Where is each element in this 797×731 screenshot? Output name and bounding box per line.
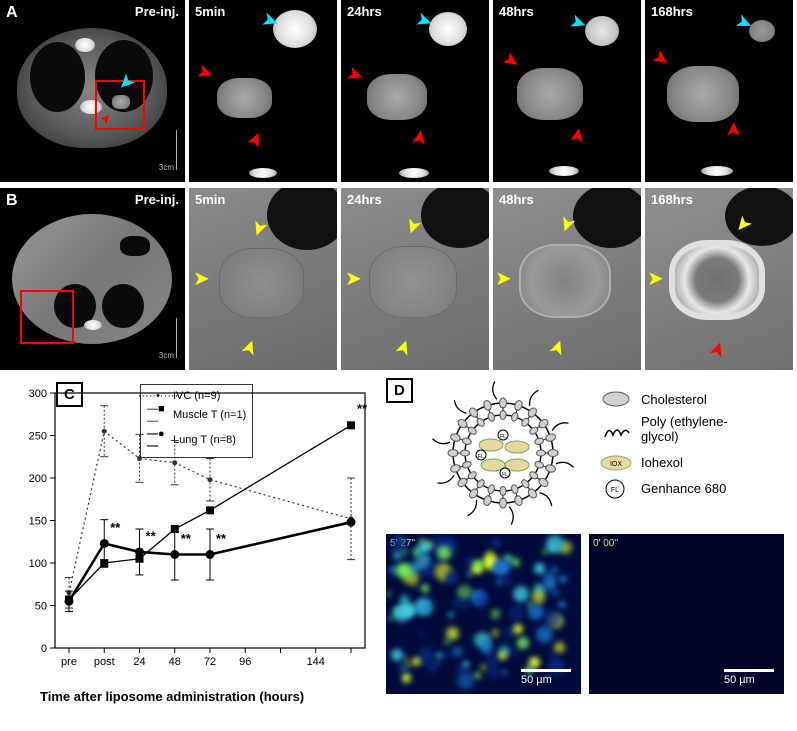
arrow-red-icon: ➤ <box>343 60 367 89</box>
panel-b-168h: 168hrs ➤ ➤ ➤ <box>645 188 793 370</box>
panel-b-48h: 48hrs ➤ ➤ ➤ <box>493 188 641 370</box>
panel-d-letter: D <box>386 378 413 403</box>
scale-f: 50 µm <box>724 669 774 686</box>
svg-text:144: 144 <box>307 656 325 668</box>
svg-text:48: 48 <box>169 656 181 668</box>
arrow-yellow-icon: ➤ <box>647 266 664 291</box>
svg-text:FL: FL <box>478 454 484 460</box>
right-column: D FL FL FL <box>386 378 791 708</box>
time-a-3: 168hrs <box>651 4 693 19</box>
svg-text:50: 50 <box>35 601 47 613</box>
time-a-2: 48hrs <box>499 4 534 19</box>
panel-b-pre: B Pre-inj. 3cm <box>0 188 185 370</box>
svg-text:250: 250 <box>29 431 47 443</box>
arrow-red-icon: ➤ <box>647 43 675 73</box>
time-b-3: 168hrs <box>651 192 693 207</box>
arrow-red-icon: ➤ <box>241 127 271 153</box>
panel-b-5min: 5min ➤ ➤ ➤ <box>189 188 337 370</box>
time-a-1: 24hrs <box>347 4 382 19</box>
svg-text:24: 24 <box>133 656 145 668</box>
svg-text:IOX: IOX <box>610 461 622 468</box>
svg-text:**: ** <box>146 528 157 543</box>
scale-e: 50 µm <box>521 669 571 686</box>
svg-text:72: 72 <box>204 656 216 668</box>
svg-text:post: post <box>94 656 115 668</box>
fluor-f-time: 0' 00'' <box>593 538 618 549</box>
row-b: B Pre-inj. 3cm 5min ➤ ➤ ➤ 24hrs ➤ ➤ ➤ 48… <box>0 188 797 370</box>
arrow-red-icon: ➤ <box>721 121 746 138</box>
liposome-svg: FL FL FL <box>416 378 591 528</box>
roi-box-b <box>20 290 74 344</box>
svg-text:FL: FL <box>500 434 506 440</box>
panel-a-5min: 5min ➤ ➤ ➤ <box>189 0 337 182</box>
svg-text:FL: FL <box>611 487 619 494</box>
scale-a: 3cm <box>159 130 177 172</box>
panel-a-24h: 24hrs ➤ ➤ ➤ <box>341 0 489 182</box>
svg-text:150: 150 <box>29 516 47 528</box>
panel-b-24h: 24hrs ➤ ➤ ➤ <box>341 188 489 370</box>
svg-text:0: 0 <box>41 643 47 655</box>
arrow-yellow-icon: ➤ <box>193 266 210 291</box>
chart-c: C ·····•·····IVC (n=9) —■—Muscle T (n=1)… <box>0 378 380 708</box>
svg-text:pre: pre <box>61 656 77 668</box>
bottom-section: C ·····•·····IVC (n=9) —■—Muscle T (n=1)… <box>0 378 797 708</box>
svg-text:**: ** <box>181 531 192 546</box>
svg-text:96: 96 <box>239 656 251 668</box>
legend-iohexol: Iohexol <box>641 455 683 470</box>
panel-a-48h: 48hrs ➤ ➤ ➤ <box>493 0 641 182</box>
arrow-red-icon: ➤ <box>497 45 525 75</box>
svg-text:**: ** <box>110 520 121 535</box>
legend-genhance: Genhance 680 <box>641 481 726 496</box>
svg-text:200: 200 <box>29 473 47 485</box>
svg-text:**: ** <box>216 531 227 546</box>
panel-f: F 0' 00'' 50 µm <box>589 534 784 694</box>
legend-cholesterol: Cholesterol <box>641 392 707 407</box>
xlabel: Time after liposome administration (hour… <box>40 689 304 704</box>
fluor-row: E 5' 27'' 50 µm F 0' 00'' 50 µm <box>386 534 791 694</box>
arrow-yellow-icon: ➤ <box>345 266 362 291</box>
time-b-2: 48hrs <box>499 192 534 207</box>
svg-text:**: ** <box>357 401 368 416</box>
panel-b-letter: B <box>6 192 18 210</box>
row-a: A Pre-inj. ➤ ➤ 3cm 5min ➤ ➤ ➤ 24hrs ➤ ➤ … <box>0 0 797 182</box>
svg-text:FL: FL <box>502 472 508 478</box>
arrow-red-icon: ➤ <box>406 127 434 148</box>
panel-a-pre: A Pre-inj. ➤ ➤ 3cm <box>0 0 185 182</box>
arrow-red-icon: ➤ <box>564 125 592 146</box>
svg-text:300: 300 <box>29 388 47 400</box>
arrow-yellow-icon: ➤ <box>495 266 512 291</box>
svg-text:100: 100 <box>29 558 47 570</box>
time-a-0: 5min <box>195 4 225 19</box>
time-b-0: 5min <box>195 192 225 207</box>
panel-a-168h: 168hrs ➤ ➤ ➤ <box>645 0 793 182</box>
panel-e: E 5' 27'' 50 µm <box>386 534 581 694</box>
panel-b-prelabel: Pre-inj. <box>135 192 179 207</box>
panel-a-letter: A <box>6 4 18 22</box>
time-b-1: 24hrs <box>347 192 382 207</box>
arrow-red-icon: ➤ <box>193 58 217 87</box>
legend-peg: Poly (ethylene- glycol) <box>641 414 728 448</box>
panel-d: D FL FL FL <box>386 378 791 528</box>
diagram-legend: Cholesterol Poly (ethylene- glycol) IOX … <box>599 384 728 528</box>
scale-b: 3cm <box>159 318 177 360</box>
panel-a-prelabel: Pre-inj. <box>135 4 179 19</box>
chart-svg: 0 50 100 150 200 250 300 pre post 24 48 72 96 144 ** **… <box>0 378 380 708</box>
